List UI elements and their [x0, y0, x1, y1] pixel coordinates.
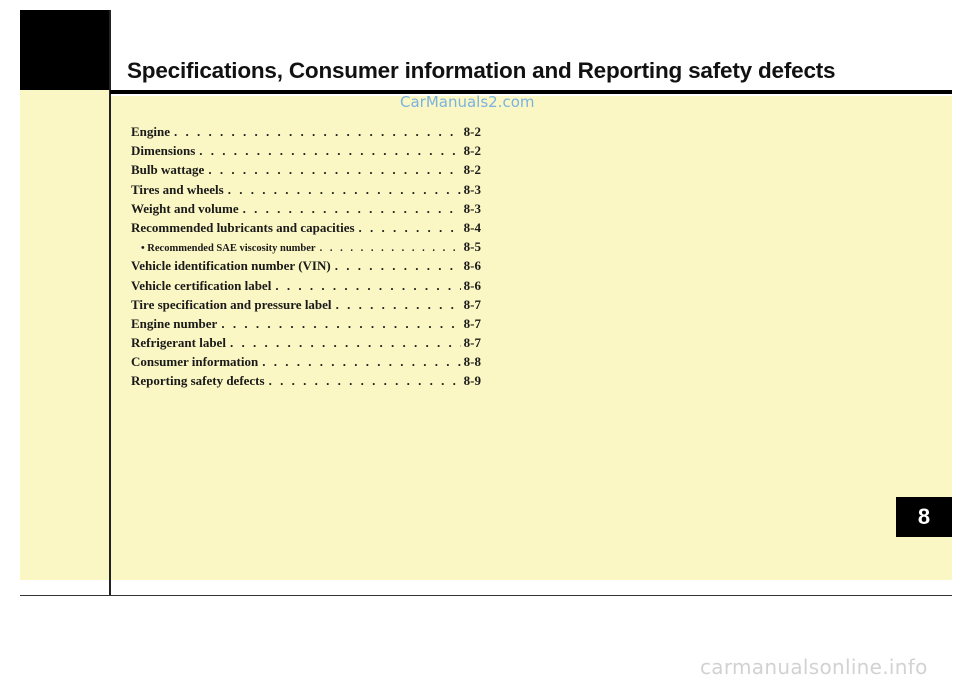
toc-leader-dots [269, 373, 461, 389]
watermark-carmanuals2: CarManuals2.com [400, 93, 535, 111]
table-of-contents: Engine8-2 Dimensions8-2 Bulb wattage8-2 … [131, 124, 481, 393]
toc-item-page: 8-6 [463, 258, 481, 274]
toc-leader-dots [199, 143, 460, 159]
toc-item-label: Weight and volume [131, 200, 239, 216]
toc-leader-dots [243, 201, 461, 217]
toc-item-bulb-wattage[interactable]: Bulb wattage 8-2 [131, 162, 481, 181]
toc-item-tire-pressure-label[interactable]: Tire specification and pressure label 8-7 [131, 297, 481, 316]
toc-item-label: Bulb wattage [131, 162, 205, 178]
toc-leader-dots [221, 316, 460, 332]
watermark-carmanualsonline: carmanualsonline.info [700, 655, 928, 679]
toc-item-label: Vehicle identification number (VIN) [131, 258, 331, 274]
toc-item-dimensions[interactable]: Dimensions 8-2 [131, 143, 481, 162]
margin-divider [109, 10, 111, 596]
toc-subitem-sae-viscosity[interactable]: • Recommended SAE viscosity number 8-5 [131, 239, 481, 258]
toc-leader-dots [275, 278, 460, 294]
title-underline [110, 90, 952, 94]
toc-item-engine-number[interactable]: Engine number 8-7 [131, 316, 481, 335]
toc-leader-dots [174, 124, 461, 140]
toc-item-label: • Recommended SAE viscosity number [141, 243, 316, 255]
toc-item-page: 8-2 [463, 162, 481, 178]
toc-item-label: Consumer information [131, 354, 259, 370]
toc-leader-dots [228, 182, 461, 198]
toc-item-lubricants-capacities[interactable]: Recommended lubricants and capacities 8-4 [131, 220, 481, 239]
toc-leader-dots [359, 220, 461, 236]
toc-item-page: 8-9 [463, 373, 481, 389]
toc-item-tires-and-wheels[interactable]: Tires and wheels 8-3 [131, 182, 481, 201]
header-black-block [20, 10, 110, 90]
toc-item-label: Tire specification and pressure label [131, 296, 332, 312]
page-title: Specifications, Consumer information and… [127, 58, 836, 83]
toc-item-page: 8-4 [463, 219, 481, 235]
toc-item-page: 8-7 [463, 296, 481, 312]
left-margin-panel [20, 10, 110, 580]
toc-item-page: 8-2 [463, 143, 481, 159]
page-bottom-rule [20, 595, 952, 596]
toc-item-label: Refrigerant label [131, 335, 226, 351]
toc-item-weight-and-volume[interactable]: Weight and volume 8-3 [131, 201, 481, 220]
toc-item-label: Vehicle certification label [131, 277, 272, 293]
toc-item-page: 8-7 [463, 315, 481, 331]
toc-leader-dots [208, 162, 460, 178]
toc-item-label: Recommended lubricants and capacities [131, 219, 355, 235]
toc-item-page: 8-6 [463, 277, 481, 293]
toc-item-engine[interactable]: Engine 8-2 [131, 124, 481, 143]
toc-item-consumer-information[interactable]: Consumer information 8-8 [131, 354, 481, 373]
toc-item-page: 8-8 [463, 354, 481, 370]
toc-leader-dots [336, 297, 461, 313]
toc-item-label: Reporting safety defects [131, 373, 265, 389]
toc-leader-dots [262, 354, 460, 370]
toc-item-certification-label[interactable]: Vehicle certification label 8-6 [131, 278, 481, 297]
toc-item-label: Dimensions [131, 143, 196, 159]
toc-item-label: Tires and wheels [131, 181, 224, 197]
toc-item-refrigerant-label[interactable]: Refrigerant label 8-7 [131, 335, 481, 354]
toc-item-label: Engine number [131, 315, 218, 331]
chapter-number-tab: 8 [896, 497, 952, 537]
toc-item-reporting-safety-defects[interactable]: Reporting safety defects 8-9 [131, 373, 481, 392]
toc-item-page: 8-7 [463, 335, 481, 351]
toc-item-page: 8-3 [463, 200, 481, 216]
toc-item-label: Engine [131, 124, 171, 139]
toc-leader-dots [230, 335, 461, 351]
toc-item-page: 8-5 [463, 239, 481, 255]
toc-leader-dots [320, 243, 461, 254]
toc-leader-dots [335, 258, 461, 274]
toc-item-vin[interactable]: Vehicle identification number (VIN) 8-6 [131, 258, 481, 277]
toc-item-page: 8-3 [463, 181, 481, 197]
toc-item-page: 8-2 [463, 124, 481, 139]
